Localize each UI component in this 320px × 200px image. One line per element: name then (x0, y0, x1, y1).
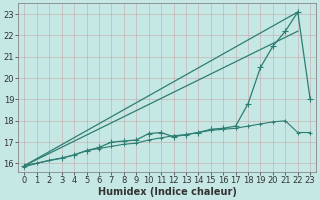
X-axis label: Humidex (Indice chaleur): Humidex (Indice chaleur) (98, 187, 237, 197)
